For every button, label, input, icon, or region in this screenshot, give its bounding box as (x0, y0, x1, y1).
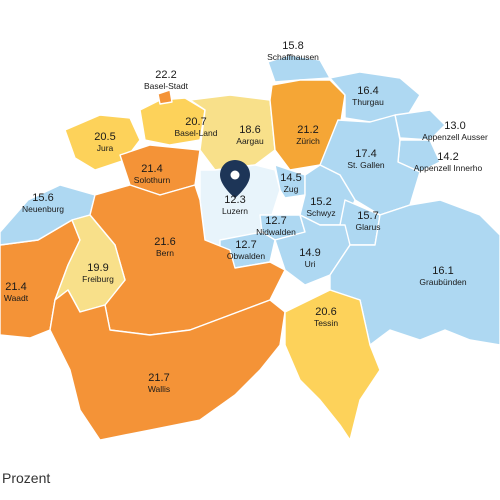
canton-name-jura: Jura (97, 143, 114, 153)
canton-value-zuerich: 21.2 (297, 124, 318, 136)
canton-name-graubuenden: Graubünden (419, 277, 467, 287)
canton-name-waadt: Waadt (4, 293, 29, 303)
canton-name-basel-stadt: Basel-Stadt (144, 81, 189, 91)
canton-uri[interactable] (274, 214, 351, 286)
canton-value-thurgau: 16.4 (357, 85, 378, 97)
canton-name-aargau: Aargau (236, 136, 264, 146)
canton-value-st-gallen: 17.4 (355, 148, 376, 160)
canton-name-st-gallen: St. Gallen (347, 160, 385, 170)
canton-name-bern: Bern (156, 248, 174, 258)
canton-name-appenzell-inner: Appenzell Innerho (414, 163, 483, 173)
canton-value-neuenburg: 15.6 (32, 192, 53, 204)
canton-name-luzern: Luzern (222, 206, 248, 216)
location-pin-icon[interactable] (220, 160, 250, 198)
canton-value-obwalden: 12.7 (235, 239, 256, 251)
canton-name-zug: Zug (284, 184, 299, 194)
canton-value-aargau: 18.6 (239, 124, 260, 136)
canton-value-appenzell-inner: 14.2 (437, 151, 458, 163)
canton-value-uri: 14.9 (299, 247, 320, 259)
canton-value-tessin: 20.6 (315, 306, 336, 318)
canton-value-wallis: 21.7 (148, 372, 169, 384)
canton-value-schwyz: 15.2 (310, 196, 331, 208)
canton-value-nidwalden: 12.7 (265, 215, 286, 227)
canton-name-solothurn: Solothurn (134, 175, 171, 185)
unit-label: Prozent (2, 470, 51, 486)
canton-name-appenzell-ausser: Appenzell Ausser (422, 132, 488, 142)
canton-value-basel-land: 20.7 (185, 116, 206, 128)
canton-value-freiburg: 19.9 (87, 262, 108, 274)
canton-value-appenzell-ausser: 13.0 (444, 120, 465, 132)
canton-value-waadt: 21.4 (5, 281, 26, 293)
canton-name-thurgau: Thurgau (352, 97, 384, 107)
canton-value-schaffhausen: 15.8 (282, 40, 303, 52)
canton-value-luzern: 12.3 (224, 194, 245, 206)
canton-wallis[interactable] (49, 289, 286, 441)
canton-name-schwyz: Schwyz (306, 208, 335, 218)
canton-value-bern: 21.6 (154, 236, 175, 248)
canton-name-basel-land: Basel-Land (174, 128, 217, 138)
canton-name-obwalden: Obwalden (227, 251, 266, 261)
canton-name-uri: Uri (305, 259, 316, 269)
canton-value-jura: 20.5 (94, 131, 115, 143)
canton-name-nidwalden: Nidwalden (256, 227, 296, 237)
canton-name-neuenburg: Neuenburg (22, 204, 64, 214)
canton-value-solothurn: 21.4 (141, 163, 162, 175)
canton-name-wallis: Wallis (148, 384, 170, 394)
canton-name-tessin: Tessin (314, 318, 338, 328)
canton-name-schaffhausen: Schaffhausen (267, 52, 319, 62)
canton-value-basel-stadt: 22.2 (155, 69, 176, 81)
canton-tessin[interactable] (284, 289, 381, 441)
canton-name-glarus: Glarus (355, 222, 380, 232)
canton-name-freiburg: Freiburg (82, 274, 114, 284)
canton-value-zug: 14.5 (280, 172, 301, 184)
canton-value-glarus: 15.7 (357, 210, 378, 222)
canton-name-zuerich: Zürich (296, 136, 320, 146)
canton-value-graubuenden: 16.1 (432, 265, 453, 277)
canton-basel-stadt[interactable] (157, 89, 173, 105)
